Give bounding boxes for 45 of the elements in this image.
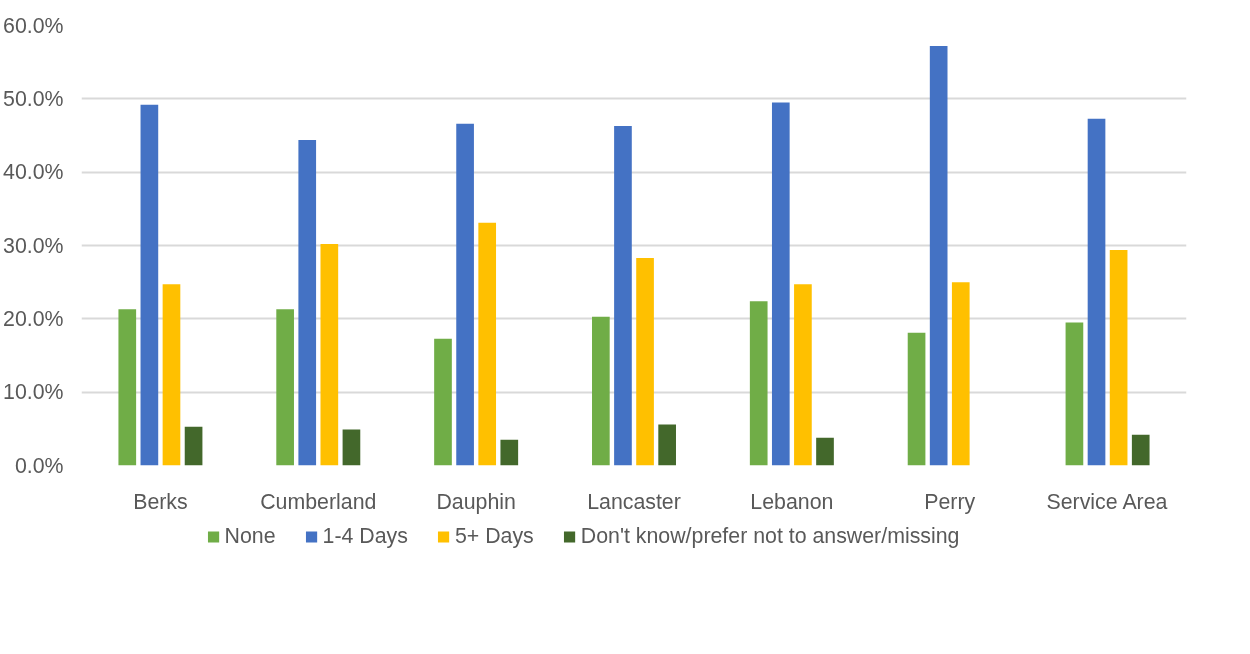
- legend-label: 1-4 Days: [322, 523, 408, 549]
- bar: [929, 46, 948, 466]
- y-tick-label: 30.0%: [3, 233, 64, 258]
- bar: [298, 139, 317, 466]
- x-tick-label: Service Area: [1046, 489, 1168, 514]
- bar: [118, 309, 137, 466]
- bar: [771, 102, 790, 466]
- bar: [614, 125, 632, 466]
- bar: [636, 257, 654, 466]
- bar: [320, 244, 339, 466]
- bar: [342, 429, 361, 466]
- bar: [184, 426, 203, 466]
- bar: [658, 424, 676, 466]
- y-tick-label: 0.0%: [14, 453, 64, 478]
- y-tick-label: 10.0%: [3, 380, 64, 405]
- bar: [816, 437, 834, 466]
- bar: [749, 301, 768, 466]
- bar: [434, 338, 452, 466]
- bar: [1109, 249, 1128, 466]
- x-tick-label: Dauphin: [436, 489, 516, 514]
- x-tick-label: Perry: [924, 489, 976, 514]
- bar: [456, 123, 474, 466]
- x-tick-label: Cumberland: [260, 489, 377, 514]
- bar: [276, 309, 294, 466]
- legend-label: None: [224, 523, 276, 549]
- y-tick-label: 60.0%: [3, 13, 64, 38]
- legend-label: 5+ Days: [454, 523, 534, 549]
- y-tick-label: 50.0%: [3, 86, 64, 111]
- bar: [1131, 434, 1150, 466]
- x-tick-label: Berks: [133, 489, 188, 514]
- bar: [907, 332, 926, 466]
- bar: [951, 282, 970, 466]
- bar: [478, 222, 497, 466]
- bar: [1087, 118, 1106, 466]
- bar: [500, 439, 519, 466]
- bar: [592, 316, 610, 466]
- y-tick-label: 20.0%: [3, 306, 64, 331]
- y-tick-label: 40.0%: [3, 160, 64, 185]
- bar: [140, 104, 159, 466]
- bar: [1065, 322, 1084, 466]
- x-tick-label: Lancaster: [587, 489, 681, 514]
- bar: [162, 284, 181, 466]
- legend-label: Don't know/prefer not to answer/missing: [580, 523, 960, 549]
- bar: [794, 284, 812, 466]
- x-tick-label: Lebanon: [750, 489, 834, 514]
